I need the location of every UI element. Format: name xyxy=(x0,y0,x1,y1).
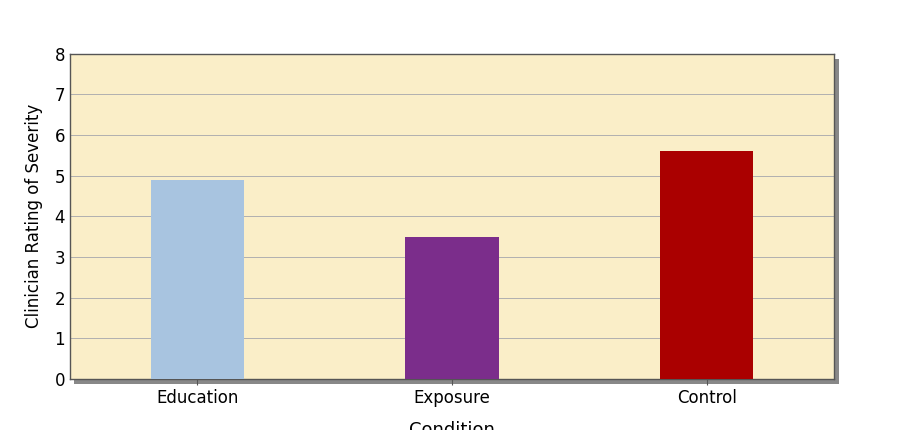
Bar xyxy=(405,237,499,379)
X-axis label: Condition: Condition xyxy=(410,421,495,430)
Bar xyxy=(150,180,244,379)
Y-axis label: Clinician Rating of Severity: Clinician Rating of Severity xyxy=(25,104,43,329)
Bar xyxy=(660,151,753,379)
